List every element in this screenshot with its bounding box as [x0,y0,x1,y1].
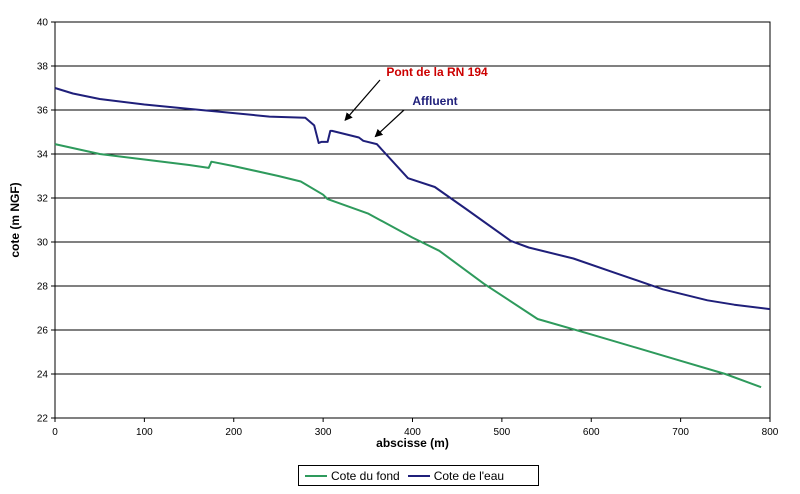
series-lines [54,87,771,389]
x-axis-ticks: 0 100 200 300 400 500 600 700 800 [52,418,779,438]
legend-label-fond: Cote du fond [331,468,400,483]
x-axis-label: abscisse (m) [376,436,449,450]
annotation-bridge-arrow [344,79,381,121]
y-tick-label: 36 [37,106,49,117]
annotation-bridge-label: Pont de la RN 194 [386,65,488,79]
y-tick-label: 28 [37,282,49,293]
legend-item-eau: Cote de l'eau [407,468,505,483]
annotation-tributary-arrow [374,109,405,138]
x-tick-label: 400 [404,427,421,438]
annotation-tributary-label: Affluent [412,94,457,108]
x-tick-label: 200 [225,427,242,438]
x-tick-label: 300 [315,427,332,438]
y-axis-ticks: 22 24 26 28 30 32 34 36 38 40 [37,18,55,425]
x-tick-label: 100 [136,427,153,438]
annotations: Pont de la RN 194 Affluent [344,65,770,138]
legend-label-eau: Cote de l'eau [433,468,505,483]
legend: Cote du fond Cote de l'eau [298,465,539,486]
series-line-1 [54,87,771,311]
y-axis-label: cote (m NGF) [8,182,22,257]
x-tick-label: 600 [583,427,600,438]
x-tick-label: 700 [672,427,689,438]
y-tick-label: 22 [37,414,49,425]
legend-swatch-eau [407,474,430,477]
legend-item-fond: Cote du fond [305,469,400,483]
y-tick-label: 32 [37,194,49,205]
series-line-0 [54,143,762,389]
grid-lines [55,21,770,419]
y-tick-label: 38 [37,62,49,73]
y-tick-label: 24 [37,370,49,381]
legend-swatch-fond [305,474,327,477]
y-tick-label: 30 [37,238,49,249]
x-tick-label: 500 [494,427,511,438]
x-tick-label: 0 [52,427,58,438]
x-tick-label: 800 [762,427,779,438]
y-tick-label: 26 [37,326,49,337]
y-tick-label: 40 [37,18,49,29]
y-tick-label: 34 [37,150,49,161]
plot-area [54,21,771,419]
